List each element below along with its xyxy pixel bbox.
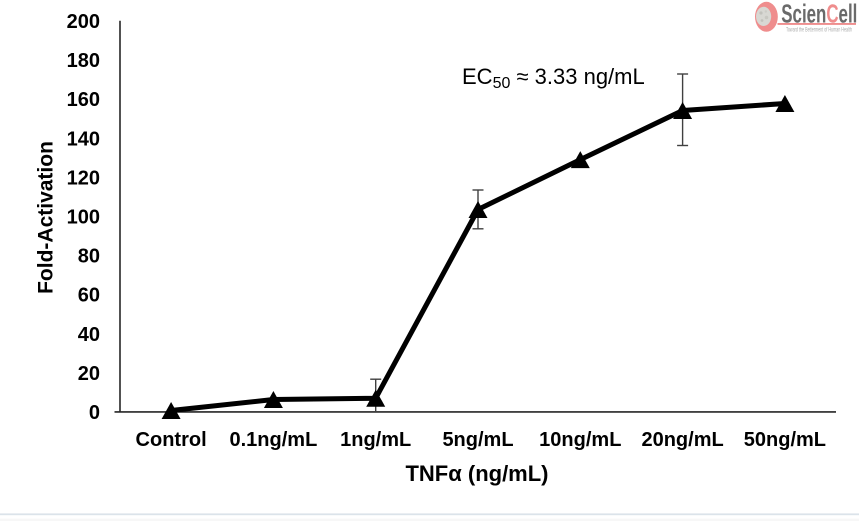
svg-text:60: 60 <box>78 285 100 307</box>
svg-text:40: 40 <box>78 324 100 346</box>
svg-text:140: 140 <box>67 128 100 150</box>
svg-text:160: 160 <box>67 89 100 111</box>
svg-text:0: 0 <box>89 402 100 424</box>
svg-text:TNFα (ng/mL): TNFα (ng/mL) <box>405 461 548 486</box>
svg-text:Fold-Activation: Fold-Activation <box>35 141 58 294</box>
svg-text:100: 100 <box>67 207 100 229</box>
svg-text:200: 200 <box>67 11 100 33</box>
svg-text:20: 20 <box>78 363 100 385</box>
svg-text:120: 120 <box>67 167 100 189</box>
svg-text:20ng/mL: 20ng/mL <box>641 429 723 451</box>
svg-text:0.1ng/mL: 0.1ng/mL <box>230 429 318 451</box>
svg-text:5ng/mL: 5ng/mL <box>442 429 513 451</box>
svg-text:80: 80 <box>78 246 100 268</box>
svg-text:180: 180 <box>67 50 100 72</box>
svg-text:Toward the Betterment of Human: Toward the Betterment of Human Health <box>786 28 852 34</box>
svg-text:EC50 ≈ 3.33 ng/mL: EC50 ≈ 3.33 ng/mL <box>462 64 645 92</box>
svg-text:50ng/mL: 50ng/mL <box>744 429 826 451</box>
svg-text:Control: Control <box>136 429 207 451</box>
svg-text:1ng/mL: 1ng/mL <box>340 429 411 451</box>
svg-text:10ng/mL: 10ng/mL <box>539 429 621 451</box>
svg-text:ScienCell: ScienCell <box>781 0 857 28</box>
